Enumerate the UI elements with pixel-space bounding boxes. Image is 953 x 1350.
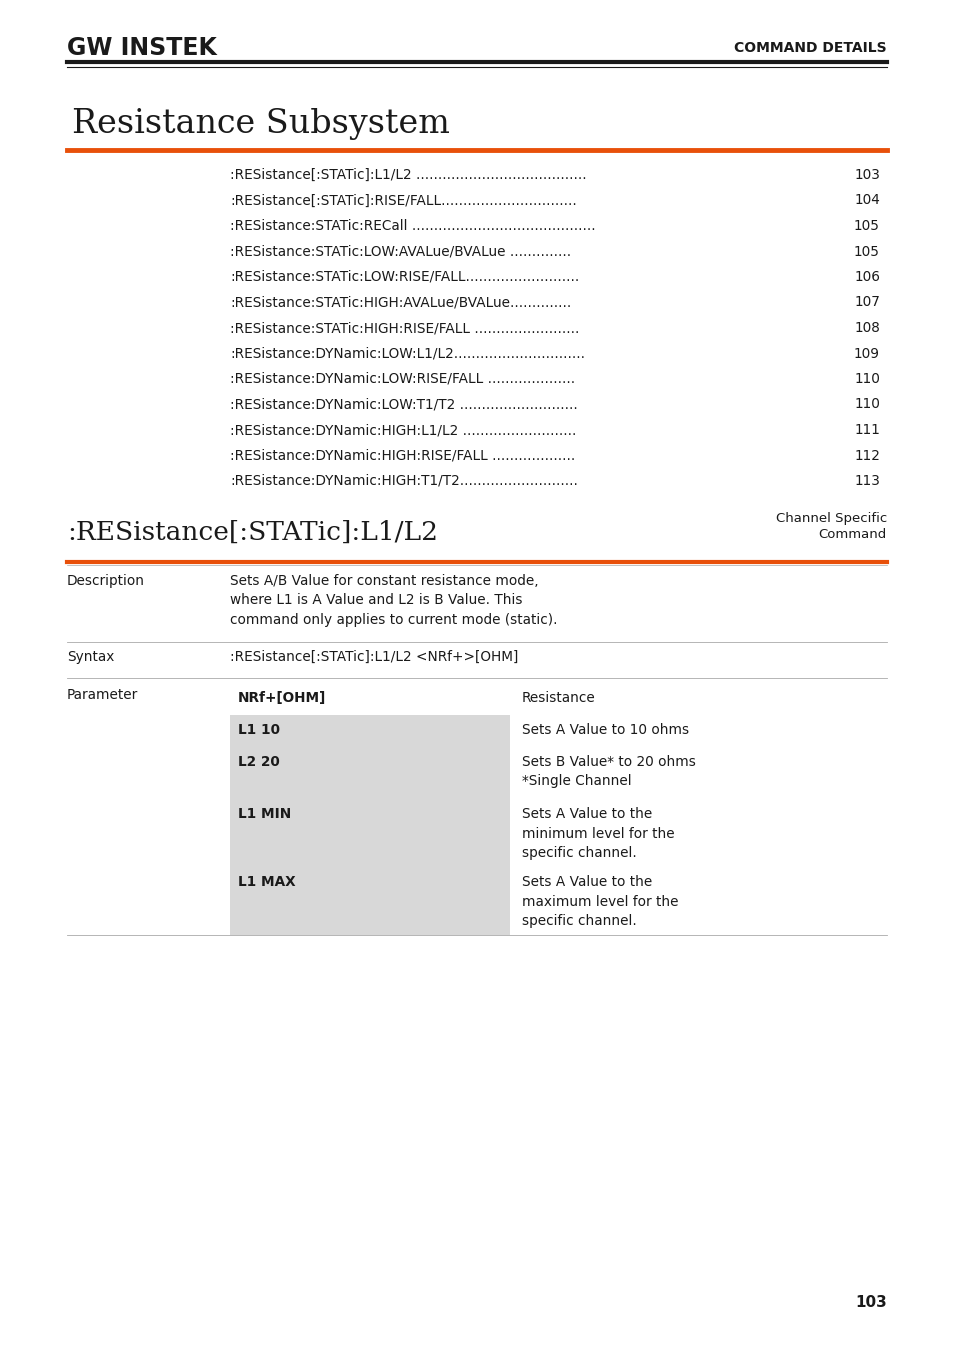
Text: GW INSTEK: GW INSTEK: [67, 36, 216, 59]
Text: 105: 105: [853, 219, 879, 234]
Bar: [230, 716, 510, 747]
Text: :RESistance:STATic:LOW:RISE/FALL..........................: :RESistance:STATic:LOW:RISE/FALL........…: [230, 270, 578, 284]
Text: Sets A Value to 10 ohms: Sets A Value to 10 ohms: [521, 724, 688, 737]
Text: 104: 104: [853, 193, 879, 208]
Text: :RESistance:DYNamic:HIGH:L1/L2 ..........................: :RESistance:DYNamic:HIGH:L1/L2 .........…: [230, 423, 576, 437]
Text: :RESistance:STATic:HIGH:AVALue/BVALue..............: :RESistance:STATic:HIGH:AVALue/BVALue...…: [230, 296, 571, 309]
Text: :RESistance:STATic:RECall ..........................................: :RESistance:STATic:RECall ..............…: [230, 219, 595, 234]
Text: Resistance Subsystem: Resistance Subsystem: [71, 108, 450, 140]
Text: Sets A Value to the
maximum level for the
specific channel.: Sets A Value to the maximum level for th…: [521, 875, 678, 927]
Text: :RESistance:DYNamic:LOW:T1/T2 ...........................: :RESistance:DYNamic:LOW:T1/T2 ..........…: [230, 397, 578, 412]
Text: 106: 106: [853, 270, 879, 284]
Text: 103: 103: [853, 167, 879, 182]
Text: :RESistance:STATic:HIGH:RISE/FALL ........................: :RESistance:STATic:HIGH:RISE/FALL ......…: [230, 321, 578, 335]
Text: :RESistance:DYNamic:LOW:L1/L2..............................: :RESistance:DYNamic:LOW:L1/L2...........…: [230, 347, 584, 360]
Text: 108: 108: [853, 321, 879, 335]
Text: :RESistance[:STATic]:L1/L2 .......................................: :RESistance[:STATic]:L1/L2 .............…: [230, 167, 586, 182]
Text: :RESistance:DYNamic:HIGH:T1/T2...........................: :RESistance:DYNamic:HIGH:T1/T2..........…: [230, 474, 578, 487]
Text: 105: 105: [853, 244, 879, 258]
Text: NRf+[OHM]: NRf+[OHM]: [237, 691, 326, 705]
Text: 112: 112: [853, 448, 879, 463]
Text: 103: 103: [854, 1295, 886, 1309]
Text: 107: 107: [853, 296, 879, 309]
Text: Parameter: Parameter: [67, 688, 138, 702]
Text: :RESistance:DYNamic:LOW:RISE/FALL ....................: :RESistance:DYNamic:LOW:RISE/FALL ......…: [230, 373, 575, 386]
Text: :RESistance[:STATic]:L1/L2: :RESistance[:STATic]:L1/L2: [67, 520, 437, 545]
Text: 109: 109: [853, 347, 879, 360]
Text: :RESistance[:STATic]:L1/L2 <NRf+>[OHM]: :RESistance[:STATic]:L1/L2 <NRf+>[OHM]: [230, 649, 517, 664]
Text: COMMAND DETAILS: COMMAND DETAILS: [734, 40, 886, 55]
Text: L1 MAX: L1 MAX: [237, 875, 295, 890]
Text: Sets A/B Value for constant resistance mode,
where L1 is A Value and L2 is B Val: Sets A/B Value for constant resistance m…: [230, 574, 557, 626]
Text: Syntax: Syntax: [67, 649, 114, 664]
Text: Channel Specific: Channel Specific: [775, 512, 886, 525]
Bar: [230, 747, 510, 799]
Text: 113: 113: [853, 474, 879, 487]
Text: 110: 110: [853, 373, 879, 386]
Text: Sets A Value to the
minimum level for the
specific channel.: Sets A Value to the minimum level for th…: [521, 807, 674, 860]
Text: L1 10: L1 10: [237, 724, 280, 737]
Text: 111: 111: [853, 423, 879, 437]
Text: 110: 110: [853, 397, 879, 412]
Text: L1 MIN: L1 MIN: [237, 807, 291, 821]
Bar: [230, 867, 510, 936]
Text: Sets B Value* to 20 ohms
*Single Channel: Sets B Value* to 20 ohms *Single Channel: [521, 755, 695, 788]
Text: L2 20: L2 20: [237, 755, 279, 770]
Text: :RESistance:STATic:LOW:AVALue/BVALue ..............: :RESistance:STATic:LOW:AVALue/BVALue ...…: [230, 244, 571, 258]
Text: Description: Description: [67, 574, 145, 589]
Bar: [230, 799, 510, 867]
Text: :RESistance:DYNamic:HIGH:RISE/FALL ...................: :RESistance:DYNamic:HIGH:RISE/FALL .....…: [230, 448, 575, 463]
Text: :RESistance[:STATic]:RISE/FALL...............................: :RESistance[:STATic]:RISE/FALL..........…: [230, 193, 577, 208]
Text: Resistance: Resistance: [521, 691, 595, 705]
Text: Command: Command: [818, 528, 886, 541]
